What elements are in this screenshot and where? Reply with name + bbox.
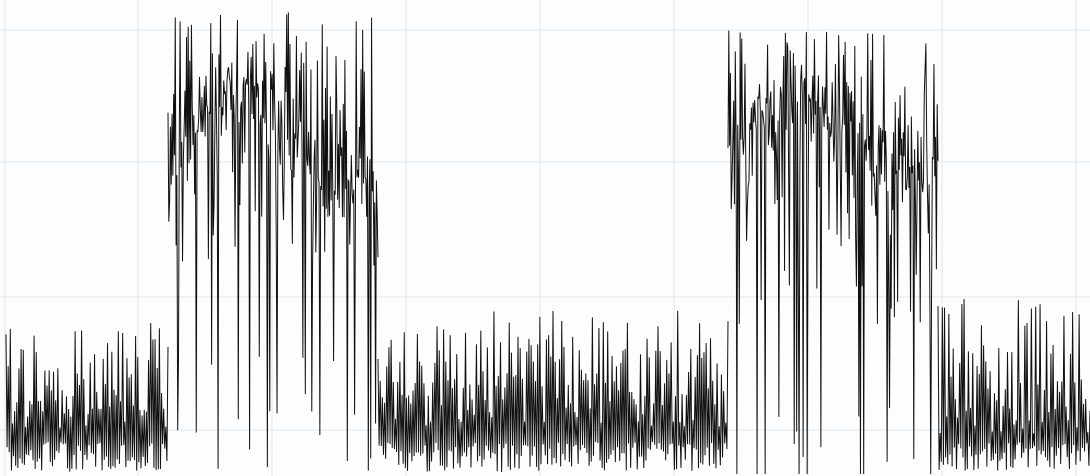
series-0-segment-1-high [167,12,379,471]
series-0-segment-2-low [377,310,729,472]
series-0-segment-3-high [727,30,939,475]
series-0-segment-0-low [5,323,169,472]
series-0-segment-4-low [937,298,1090,471]
series-layer [5,12,1090,475]
